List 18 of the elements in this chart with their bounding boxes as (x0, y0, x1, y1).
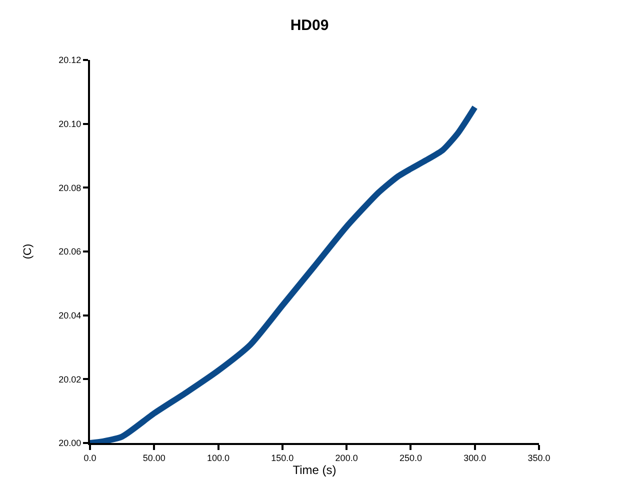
x-tick-label: 250.0 (399, 452, 422, 463)
x-tick-label: 350.0 (528, 452, 550, 463)
y-tick-label: 20.06 (58, 246, 82, 257)
x-tick-label: 150.0 (271, 452, 294, 463)
y-tick-label: 20.02 (58, 374, 82, 384)
x-axis-title: Time (s) (292, 463, 336, 478)
x-tick-label: 50.00 (142, 452, 166, 463)
y-tick-label: 20.10 (58, 118, 82, 129)
y-tick-label: 20.00 (58, 438, 82, 448)
x-tick-label: 100.0 (207, 452, 230, 463)
y-tick-label: 20.04 (58, 310, 82, 320)
x-tick-label: 200.0 (335, 452, 358, 463)
y-tick-label: 20.08 (58, 182, 82, 193)
y-tick-label: 20.12 (58, 55, 82, 66)
x-tick-label: 300.0 (464, 452, 486, 463)
chart-title: HD09 (290, 17, 329, 34)
y-axis-title: (C) (22, 244, 34, 260)
x-tick-label: 0.0 (84, 452, 96, 463)
